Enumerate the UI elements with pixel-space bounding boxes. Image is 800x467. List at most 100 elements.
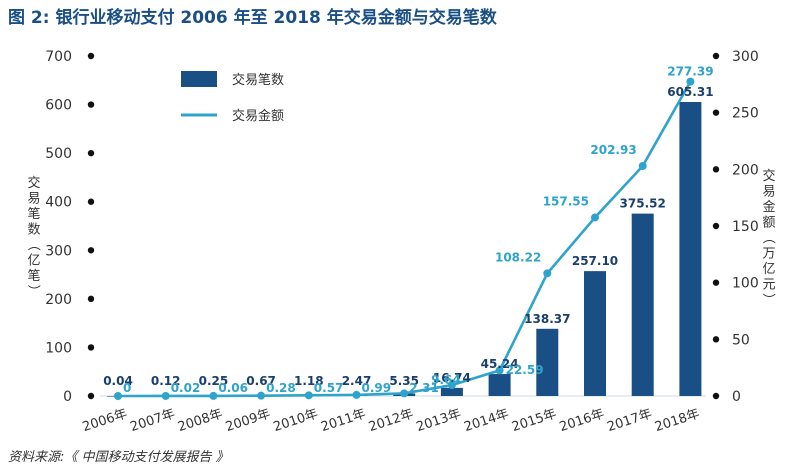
x-tick-label: 2010年: [272, 407, 320, 436]
x-tick-label: 2015年: [510, 407, 558, 436]
line-point: [543, 269, 552, 278]
legend-bar-swatch: [181, 71, 217, 87]
legend-line-label: 交易金额: [232, 108, 284, 124]
line-point: [591, 213, 599, 222]
left-tick-label: 100: [45, 340, 72, 356]
x-tick-label: 2012年: [367, 407, 415, 436]
right-axis-title: 额: [762, 216, 775, 231]
left-axis-title: （: [26, 238, 41, 251]
x-tick-label: 2018年: [653, 407, 701, 436]
bar-value-label: 0.67: [246, 374, 276, 388]
right-axis-title: （: [761, 231, 776, 244]
line-value-label: 157.55: [543, 194, 589, 208]
bar: [488, 374, 511, 396]
left-axis-title: 易: [27, 192, 40, 207]
line-value-label: 202.93: [590, 143, 636, 157]
left-tick-label: 200: [45, 292, 72, 308]
right-tick-dot: [712, 166, 720, 173]
left-tick-label: 400: [45, 195, 72, 211]
left-axis-title: 数: [27, 223, 40, 238]
line-point: [304, 391, 313, 400]
left-tick-dot: [87, 52, 95, 60]
left-axis-title: ）: [26, 284, 41, 297]
bar-value-label: 45.24: [481, 357, 519, 371]
left-tick-dot: [87, 101, 95, 108]
line-value-label: 22.59: [506, 363, 544, 377]
right-axis-title: 交: [762, 168, 775, 184]
x-tick-label: 2008年: [176, 407, 224, 436]
left-tick-dot: [87, 149, 95, 157]
right-axis-title: ）: [761, 293, 776, 306]
right-tick-dot: [712, 336, 720, 343]
bar: [679, 101, 702, 397]
line-value-label: 2.31: [409, 381, 439, 395]
left-tick-label: 700: [45, 49, 72, 65]
bar: [584, 271, 606, 396]
right-tick-label: 150: [732, 219, 759, 235]
left-axis-title: 亿: [27, 254, 40, 269]
bar-value-label: 257.10: [572, 254, 618, 268]
bar-value-label: 138.37: [524, 312, 570, 326]
bar-value-label: 2.47: [342, 374, 372, 388]
x-tick-label: 2006年: [81, 407, 129, 436]
line-point: [114, 392, 122, 400]
line-point: [447, 381, 456, 390]
right-tick-label: 0: [732, 389, 741, 405]
left-tick-dot: [87, 198, 95, 205]
line-value-label: 0.28: [266, 381, 296, 395]
bar-value-label: 1.18: [294, 374, 324, 388]
bar: [631, 213, 654, 396]
chart-title: 图 2: 银行业移动支付 2006 年至 2018 年交易金额与交易笔数: [8, 8, 497, 28]
x-tick-label: 2016年: [558, 407, 606, 436]
bar-value-label: 605.31: [667, 85, 713, 99]
bar-value-label: 0.25: [199, 374, 229, 388]
line-value-label: 108.22: [495, 250, 541, 264]
x-tick-label: 2007年: [128, 407, 176, 436]
left-tick-label: 300: [45, 243, 72, 259]
left-axis-title: 笔: [27, 206, 40, 222]
right-tick-label: 200: [732, 162, 759, 178]
left-tick-label: 600: [45, 98, 72, 114]
line-point: [686, 77, 695, 86]
line-point: [161, 391, 170, 400]
x-tick-label: 2014年: [462, 407, 510, 436]
x-tick-label: 2011年: [319, 407, 367, 436]
x-tick-label: 2009年: [224, 407, 272, 436]
right-axis-title: 万: [762, 247, 775, 262]
left-axis-title: 交: [27, 175, 40, 191]
right-tick-label: 50: [732, 332, 750, 348]
bar-value-label: 5.35: [389, 374, 419, 388]
line-point: [257, 391, 266, 400]
bar: [536, 328, 559, 396]
right-tick-dot: [712, 52, 720, 60]
left-tick-dot: [87, 392, 95, 400]
left-tick-label: 500: [45, 146, 72, 162]
left-axis-title: 笔: [27, 268, 40, 284]
right-tick-dot: [712, 392, 720, 400]
legend-bar-label: 交易笔数: [232, 72, 284, 88]
x-tick-label: 2013年: [415, 407, 463, 436]
bar-value-label: 375.52: [620, 197, 666, 211]
bar-value-label: 16.74: [433, 371, 471, 385]
right-tick-label: 300: [732, 49, 759, 65]
line-point: [638, 162, 647, 171]
right-tick-label: 100: [732, 276, 759, 292]
right-axis-title: 金: [762, 199, 775, 215]
bar-value-label: 0.04: [103, 374, 133, 388]
right-tick-dot: [712, 222, 720, 230]
right-axis-title: 易: [762, 185, 775, 200]
line-value-label: 0.02: [171, 381, 201, 395]
line-value-label: 0.99: [362, 381, 392, 395]
left-tick-dot: [87, 344, 95, 351]
source-note: 资料来源:《 中国移动支付发展报告 》: [8, 450, 229, 465]
line-value-label: 9.64: [431, 373, 461, 387]
bar-value-label: 0.12: [151, 374, 181, 388]
line-value-label: 277.39: [667, 65, 713, 79]
line-point: [495, 366, 504, 375]
x-tick-label: 2017年: [605, 407, 653, 436]
line-point: [352, 390, 361, 399]
right-axis-title: 元: [762, 278, 775, 293]
line-point: [400, 389, 409, 398]
line-value-label: 0: [123, 381, 131, 395]
